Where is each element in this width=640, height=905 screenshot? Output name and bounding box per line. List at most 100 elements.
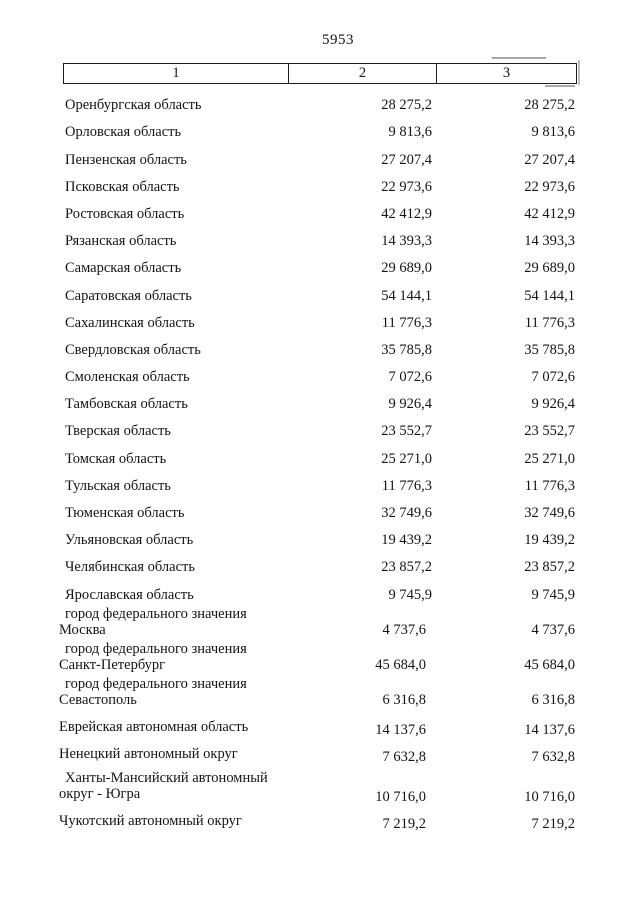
table-row: Пензенская область 27 207,4 27 207,4 — [63, 142, 577, 169]
region-name: Челябинская область — [63, 559, 300, 575]
region-name: Сахалинская область — [63, 315, 300, 331]
region-name-line: Ростовская область — [65, 205, 185, 222]
value-col-3: 54 144,1 — [524, 287, 575, 304]
table-row: Самарская область 29 689,0 29 689,0 — [63, 251, 577, 278]
value-col-3: 23 857,2 — [524, 559, 575, 576]
value-col-3: 9 745,9 — [531, 586, 576, 603]
region-name-line: Тверская область — [65, 423, 171, 440]
table-row: Ульяновская область 19 439,2 19 439,2 — [63, 523, 577, 550]
region-name: Саратовская область — [63, 288, 300, 304]
table-row: город федерального значения Севастополь 6 … — [59, 675, 577, 710]
value-col-3: 7 219,2 — [531, 816, 576, 833]
table-row: Челябинская область 23 857,2 23 857,2 — [63, 550, 577, 577]
value-col-3: 22 973,6 — [524, 178, 575, 195]
value-col-2: 42 412,9 — [381, 205, 432, 222]
region-name: Ростовская область — [63, 206, 300, 222]
region-name-line: город федерального значения — [65, 605, 247, 622]
region-name: Тамбовская область — [63, 396, 300, 412]
value-col-2: 27 207,4 — [381, 151, 432, 168]
value-col-3: 42 412,9 — [524, 205, 575, 222]
table-row: Смоленская область 7 072,6 7 072,6 — [63, 360, 577, 387]
region-name-line: Тульская область — [65, 477, 171, 494]
table-row: Тюменская область 32 749,6 32 749,6 — [63, 496, 577, 523]
value-col-3: 10 716,0 — [524, 788, 575, 805]
table-row: Орловская область 9 813,6 9 813,6 — [63, 115, 577, 142]
value-col-2: 22 973,6 — [381, 178, 432, 195]
value-col-3: 7 632,8 — [531, 748, 576, 765]
header-cell-1: 1 — [172, 65, 180, 81]
value-col-2: 54 144,1 — [381, 287, 432, 304]
value-col-2: 45 684,0 — [375, 656, 426, 673]
value-col-2: 10 716,0 — [375, 788, 426, 805]
value-col-3: 35 785,8 — [524, 341, 575, 358]
value-col-2: 23 857,2 — [381, 559, 432, 576]
region-name-line: Ненецкий автономный округ — [59, 745, 238, 762]
region-name: город федерального значения Севастополь — [57, 676, 294, 708]
table-row: Саратовская область 54 144,1 54 144,1 — [63, 278, 577, 305]
value-col-2: 4 737,6 — [382, 621, 427, 638]
value-col-2: 25 271,0 — [381, 450, 432, 467]
region-name: Тюменская область — [63, 505, 300, 521]
value-col-3: 14 393,3 — [524, 233, 575, 250]
value-col-2: 23 552,7 — [381, 423, 432, 440]
table-row: город федерального значения Санкт-Петербу… — [59, 640, 577, 675]
region-name-line: Томская область — [65, 450, 167, 467]
table-row: Чукотский автономный округ 7 219,2 7 219,2 — [59, 804, 577, 833]
value-col-2: 11 776,3 — [381, 314, 432, 331]
region-name: Чукотский автономный округ — [57, 813, 294, 829]
table-body: Оренбургская область 28 275,2 28 275,2 Орло… — [59, 88, 577, 833]
scan-artifact — [492, 57, 546, 59]
value-col-2: 11 776,3 — [381, 477, 432, 494]
value-col-2: 7 219,2 — [382, 816, 427, 833]
region-name: Псковская область — [63, 179, 300, 195]
value-col-3: 6 316,8 — [531, 691, 576, 708]
region-name-line: Самарская область — [65, 260, 182, 277]
value-col-3: 29 689,0 — [524, 260, 575, 277]
value-col-2: 9 745,9 — [388, 586, 433, 603]
region-name-line: Смоленская область — [65, 369, 190, 386]
region-name-line: Орловская область — [65, 124, 182, 141]
region-name: Ханты-Мансийский автономный округ - Югра — [57, 770, 294, 802]
region-name: Рязанская область — [63, 233, 300, 249]
region-name: Свердловская область — [63, 342, 300, 358]
table-row: Томская область 25 271,0 25 271,0 — [63, 441, 577, 468]
page-number: 5953 — [322, 32, 354, 48]
region-name-line: Сахалинская область — [65, 314, 195, 331]
table-row: Ненецкий автономный округ 7 632,8 7 632,8 — [59, 737, 577, 765]
table-row: Тульская область 11 776,3 11 776,3 — [63, 469, 577, 496]
header-cell-2: 2 — [288, 64, 436, 83]
region-name: Ненецкий автономный округ — [57, 746, 294, 762]
region-name: Еврейская автономная область — [57, 719, 294, 735]
region-name: Тульская область — [63, 478, 300, 494]
table-row: Ростовская область 42 412,9 42 412,9 — [63, 197, 577, 224]
scan-artifact — [577, 60, 580, 85]
region-name-line: Ярославская область — [65, 586, 194, 603]
region-name: Пензенская область — [63, 152, 300, 168]
value-col-3: 28 275,2 — [524, 97, 575, 114]
region-name-line: Чукотский автономный округ — [59, 813, 242, 830]
value-col-3: 11 776,3 — [524, 477, 575, 494]
value-col-3: 9 813,6 — [531, 124, 576, 141]
value-col-3: 7 072,6 — [531, 369, 576, 386]
value-col-3: 9 926,4 — [531, 396, 576, 413]
table-row: Оренбургская область 28 275,2 28 275,2 — [63, 88, 577, 115]
region-name-line: Саратовская область — [65, 287, 192, 304]
region-name-line: Ханты-Мансийский автономный — [65, 769, 268, 786]
table-row: Ярославская область 9 745,9 9 745,9 — [63, 577, 577, 604]
region-name-line: Тюменская область — [65, 505, 185, 521]
region-name-line: город федерального значения — [65, 675, 247, 692]
region-name: Ульяновская область — [63, 532, 300, 548]
value-col-3: 19 439,2 — [524, 532, 575, 549]
value-col-2: 29 689,0 — [381, 260, 432, 277]
table-row: город федерального значения Москва 4 737,6… — [59, 605, 577, 640]
value-col-3: 23 552,7 — [524, 423, 575, 440]
value-col-2: 19 439,2 — [381, 532, 432, 549]
table-row: Рязанская область 14 393,3 14 393,3 — [63, 224, 577, 251]
region-name-line: Ульяновская область — [65, 532, 194, 549]
value-col-3: 27 207,4 — [524, 151, 575, 168]
value-col-2: 14 137,6 — [375, 721, 426, 738]
value-col-2: 14 393,3 — [381, 233, 432, 250]
header-cell-3: 3 — [436, 64, 576, 83]
region-name: город федерального значения Москва — [57, 606, 294, 638]
